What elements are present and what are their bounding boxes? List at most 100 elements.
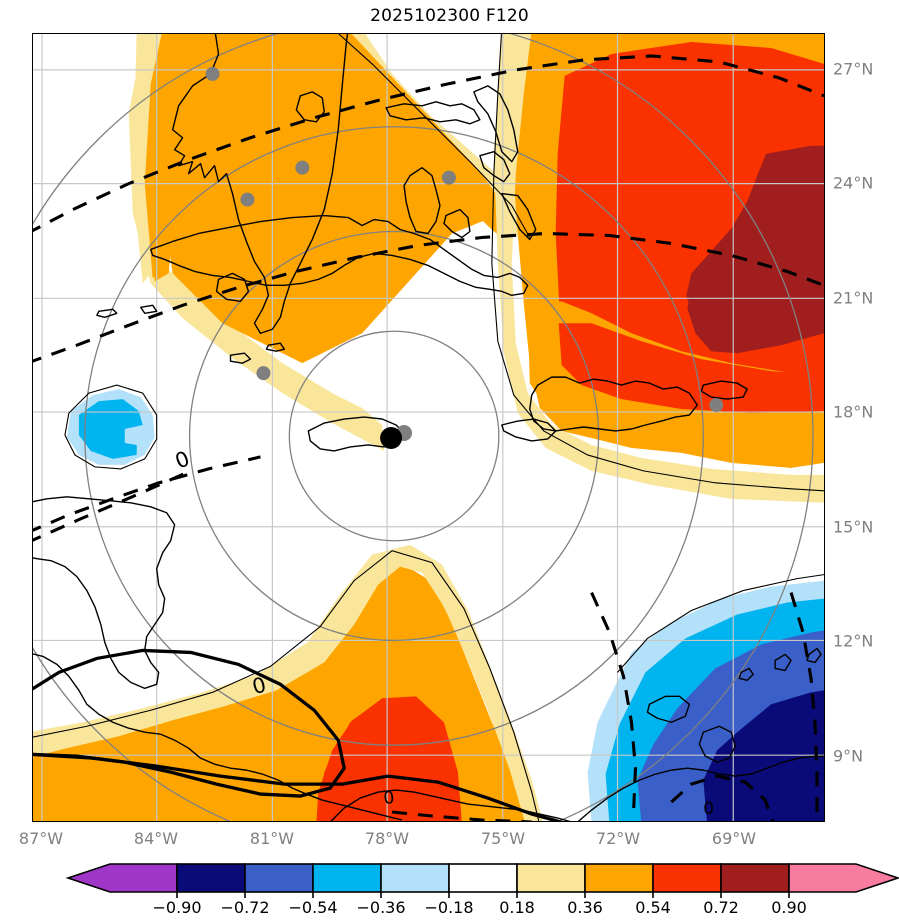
- filled-contour-layer: [33, 34, 824, 821]
- colorbar-ticks: [176, 892, 790, 898]
- colorbar[interactable]: −0.90 −0.72 −0.54 −0.36 −0.18 0.18 0.36 …: [0, 858, 899, 924]
- colorbar-label-neg036: −0.36: [356, 898, 406, 917]
- dashed-contour-zero-far-east: [789, 592, 819, 821]
- fill-region-018-southwest-rim: [33, 544, 543, 821]
- lat-tick-12n: 12°N: [833, 631, 874, 651]
- lat-tick-18n: 18°N: [833, 402, 874, 422]
- coastline-bahamas-eleuthera: [479, 151, 511, 183]
- range-ring-4: [33, 34, 814, 821]
- map-svg: 0 0 0 0: [33, 34, 824, 821]
- coastline-panama: [330, 789, 571, 821]
- colorbar-label-018: 0.18: [499, 898, 535, 917]
- thick-contour-zero-loop-south: [33, 752, 564, 821]
- fill-region-neg036-gulf-blob: [78, 399, 143, 459]
- colorbar-band-neutral: [448, 863, 518, 893]
- coastline-yucatan: [33, 496, 176, 690]
- colorbar-band-072: [720, 863, 790, 893]
- coastline-cuba: [150, 214, 529, 297]
- lat-tick-27n: 27°N: [833, 59, 874, 79]
- colorbar-band-neg090: [176, 863, 246, 893]
- station-marker-west[interactable]: [205, 66, 220, 81]
- colorbar-label-neg018: −0.18: [424, 898, 474, 917]
- dashed-contour-zero-bottom: [391, 810, 532, 821]
- storm-center-marker[interactable]: [380, 427, 403, 449]
- coastline-curacao: [774, 653, 792, 672]
- coastline-lake-maracaibo: [698, 725, 736, 763]
- dashed-contour-zero-central-east: [590, 591, 638, 815]
- colorbar-band-054: [652, 863, 722, 893]
- thin-contour-layer: [33, 34, 824, 821]
- coastline-florida: [171, 34, 349, 334]
- dashed-contour-zero-central: [33, 231, 824, 363]
- coastline-layer: [33, 34, 824, 821]
- figure-title: 2025102300 F120: [370, 6, 529, 26]
- colorbar-label-072: 0.72: [703, 898, 739, 917]
- range-ring-layer: [33, 34, 814, 821]
- colorbar-label-neg054: −0.54: [288, 898, 338, 917]
- lat-tick-9n: 9°N: [833, 746, 864, 766]
- thick-contour-layer: [33, 648, 564, 821]
- coastline-guajira: [646, 695, 691, 723]
- coastline-colombia-venezuela: [577, 755, 824, 821]
- thin-contour-sw-edge: [33, 550, 540, 821]
- dashed-contour-zero-southwest: [33, 455, 261, 532]
- station-marker-hispaniola[interactable]: [709, 398, 724, 413]
- coastline-bahamas-andros: [403, 166, 441, 235]
- lon-tick-84w: 84°W: [133, 829, 179, 848]
- dashed-contour-zero-diag: [33, 469, 192, 542]
- lon-tick-69w: 69°W: [711, 829, 757, 848]
- dashed-contour-zero-southeast-arc: [670, 774, 775, 821]
- colorbar-band-018: [516, 863, 586, 893]
- range-ring-3: [84, 126, 704, 746]
- colorbar-band-neg036: [380, 863, 450, 893]
- coastline-hispaniola: [529, 376, 699, 432]
- coastline-bonaire: [806, 647, 822, 664]
- colorbar-bands: [65, 863, 899, 893]
- thin-contour-se-edge: [617, 574, 824, 673]
- coastline-aruba: [738, 667, 754, 682]
- colorbar-over-arrow: [788, 863, 899, 893]
- fill-region-054-hispaniola: [558, 323, 824, 414]
- station-marker-keys[interactable]: [240, 192, 255, 207]
- fill-region-072-northeast-tail: [687, 265, 824, 354]
- contour-label-zero-sw: 0: [250, 673, 269, 700]
- range-ring-2: [188, 230, 600, 642]
- coastline-cuba-isla-juventud: [215, 272, 250, 303]
- lon-tick-72w: 72°W: [595, 829, 641, 848]
- colorbar-band-neg072: [244, 863, 314, 893]
- colorbar-label-036: 0.36: [567, 898, 603, 917]
- colorbar-label-neg090: −0.90: [152, 898, 202, 917]
- coastline-bahamas-grand: [385, 101, 481, 125]
- lon-tick-75w: 75°W: [480, 829, 526, 848]
- fill-region-054-southwest-b: [320, 696, 462, 821]
- colorbar-under-arrow: [65, 863, 178, 893]
- storm-center-layer[interactable]: [380, 425, 413, 449]
- colorbar-svg: [65, 863, 899, 898]
- colorbar-label-neg072: −0.72: [220, 898, 270, 917]
- colorbar-label-090: 0.90: [771, 898, 807, 917]
- coastline-central-america: [33, 653, 403, 821]
- lat-tick-24n: 24°N: [833, 173, 874, 193]
- coastline-swan-islands: [96, 308, 118, 318]
- thin-contour-ne-edge: [491, 34, 824, 492]
- dashed-contour-zero-north: [33, 54, 824, 233]
- station-marker-miami[interactable]: [295, 160, 310, 175]
- gridline-layer: [33, 34, 824, 821]
- range-ring-1: [288, 330, 500, 542]
- lat-tick-21n: 21°N: [833, 288, 874, 308]
- coastline-small-isle-a: [140, 304, 158, 314]
- station-marker-bahamas[interactable]: [441, 170, 456, 185]
- coastline-cayman-brac: [265, 342, 286, 352]
- contour-label-zero-southeast: 0: [703, 798, 714, 818]
- lon-tick-87w: 87°W: [18, 829, 64, 848]
- lon-tick-81w: 81°W: [249, 829, 295, 848]
- colorbar-label-054: 0.54: [635, 898, 671, 917]
- station-marker-cuba[interactable]: [256, 366, 271, 381]
- thin-contour-gulf-blob: [64, 384, 158, 470]
- station-marker-layer[interactable]: [205, 66, 724, 413]
- colorbar-band-036: [584, 863, 654, 893]
- map-plot-area[interactable]: 0 0 0 0: [32, 33, 825, 822]
- coastline-puerto-rico: [700, 380, 748, 400]
- dashed-contour-layer: [33, 54, 824, 821]
